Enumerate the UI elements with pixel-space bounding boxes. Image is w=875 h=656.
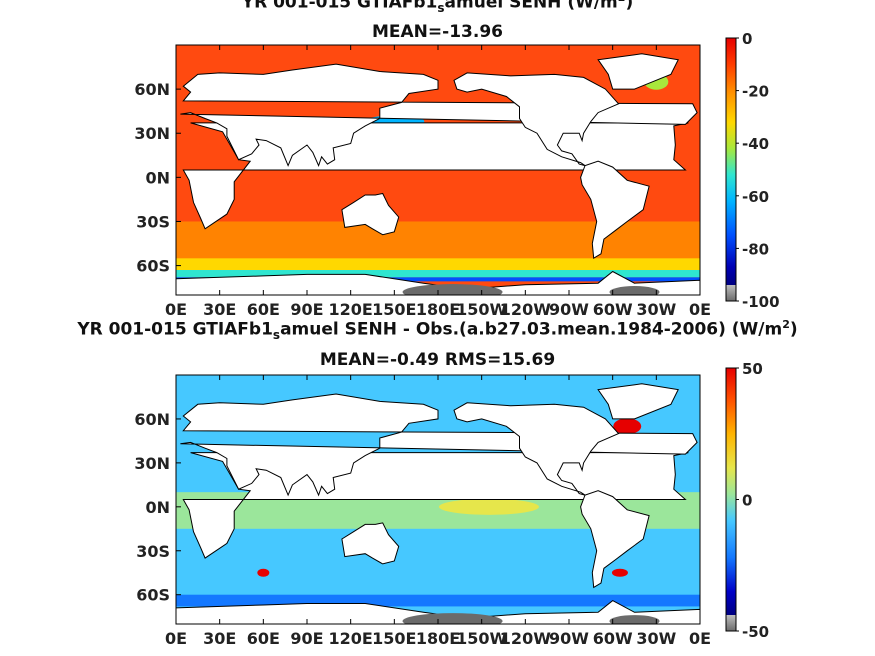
x-tick-label: 30W <box>636 629 676 648</box>
colorbar-tick-label: -60 <box>742 188 769 206</box>
land-mass <box>453 402 620 496</box>
land-mass <box>180 63 698 167</box>
x-tick-label: 120W <box>500 300 551 319</box>
x-tick-label: 90E <box>290 300 323 319</box>
colorbar-tick-label: -20 <box>742 83 769 101</box>
y-tick-label: 30S <box>136 212 170 231</box>
land-mass <box>176 270 700 295</box>
x-tick-label: 150W <box>456 629 507 648</box>
x-tick-label: 90E <box>290 629 323 648</box>
land-mass <box>580 160 650 260</box>
y-tick-label: 60N <box>134 80 170 99</box>
colorbar-tick-label: -80 <box>742 240 769 258</box>
colorbar-tick-label: -100 <box>742 293 780 311</box>
x-tick-label: 120E <box>329 300 373 319</box>
land-mass <box>176 600 700 624</box>
missing-ross <box>402 284 503 295</box>
x-tick-label: 90W <box>549 629 589 648</box>
missing-weddell <box>609 615 660 624</box>
x-tick-label: 180E <box>416 629 460 648</box>
x-tick-label: 90W <box>549 300 589 319</box>
x-tick-label: 150E <box>372 300 416 319</box>
x-tick-label: 150W <box>456 300 507 319</box>
ocean-band-coast <box>176 277 700 282</box>
colorbar <box>725 37 737 302</box>
ocean-band-acc <box>176 594 700 607</box>
colorbar-tick-label: 0 <box>742 30 752 48</box>
labrador-anomaly <box>613 418 642 435</box>
y-tick-label: 30S <box>136 542 170 561</box>
x-tick-label: 150E <box>372 629 416 648</box>
chart2-subtitle: MEAN=-0.49 RMS=15.69 <box>319 350 556 370</box>
y-tick-label: 0N <box>145 168 170 187</box>
colorbar-tick-label: 50 <box>742 360 763 378</box>
chart1-subtitle: MEAN=-13.96 <box>372 22 503 42</box>
land-mass <box>597 53 679 90</box>
agulhas-anomaly <box>257 568 270 577</box>
x-tick-label: 60E <box>247 629 280 648</box>
x-tick-label: 60W <box>593 629 633 648</box>
colorbar <box>725 367 737 632</box>
y-tick-label: 30N <box>134 124 170 143</box>
x-tick-label: 30E <box>203 300 236 319</box>
ocean-band-southern <box>176 221 700 259</box>
colorbar-tick-label: 0 <box>742 492 752 510</box>
x-tick-label: 30E <box>203 629 236 648</box>
y-tick-label: 30N <box>134 454 170 473</box>
falklands-anomaly <box>611 568 628 577</box>
y-tick-label: 60S <box>136 257 170 276</box>
x-tick-label: 0E <box>165 629 187 648</box>
x-tick-label: 60E <box>247 300 280 319</box>
x-tick-label: 180E <box>416 300 460 319</box>
chart1-title: YR 001-015 GTIAFb1samuel SENH (W/m2) <box>241 0 634 16</box>
colorbar-tick-label: -50 <box>742 623 769 641</box>
x-tick-label: 120W <box>500 629 551 648</box>
colorbar-tick-label: -40 <box>742 135 769 153</box>
x-tick-label: 120E <box>329 629 373 648</box>
ocean-band-polar <box>176 270 700 278</box>
land-mass <box>182 122 689 230</box>
x-tick-label: 0E <box>165 300 187 319</box>
x-tick-label: 0E <box>689 629 711 648</box>
missing-weddell <box>609 286 660 295</box>
x-tick-label: 60W <box>593 300 633 319</box>
y-tick-label: 60S <box>136 586 170 605</box>
y-tick-label: 60N <box>134 410 170 429</box>
land-mass <box>597 383 679 420</box>
ocean-band-acc <box>176 258 700 270</box>
chart2-title: YR 001-015 GTIAFb1samuel SENH - Obs.(a.b… <box>77 318 798 343</box>
land-mass <box>453 72 620 167</box>
equatorial-anomaly <box>438 498 539 515</box>
land-mass <box>180 393 698 497</box>
land-mass <box>341 192 400 236</box>
x-tick-label: 0E <box>689 300 711 319</box>
y-tick-label: 0N <box>145 498 170 517</box>
land-mass <box>182 452 689 559</box>
land-mass <box>341 522 400 565</box>
x-tick-label: 30W <box>636 300 676 319</box>
land-mass <box>580 490 650 589</box>
missing-ross <box>402 613 503 624</box>
